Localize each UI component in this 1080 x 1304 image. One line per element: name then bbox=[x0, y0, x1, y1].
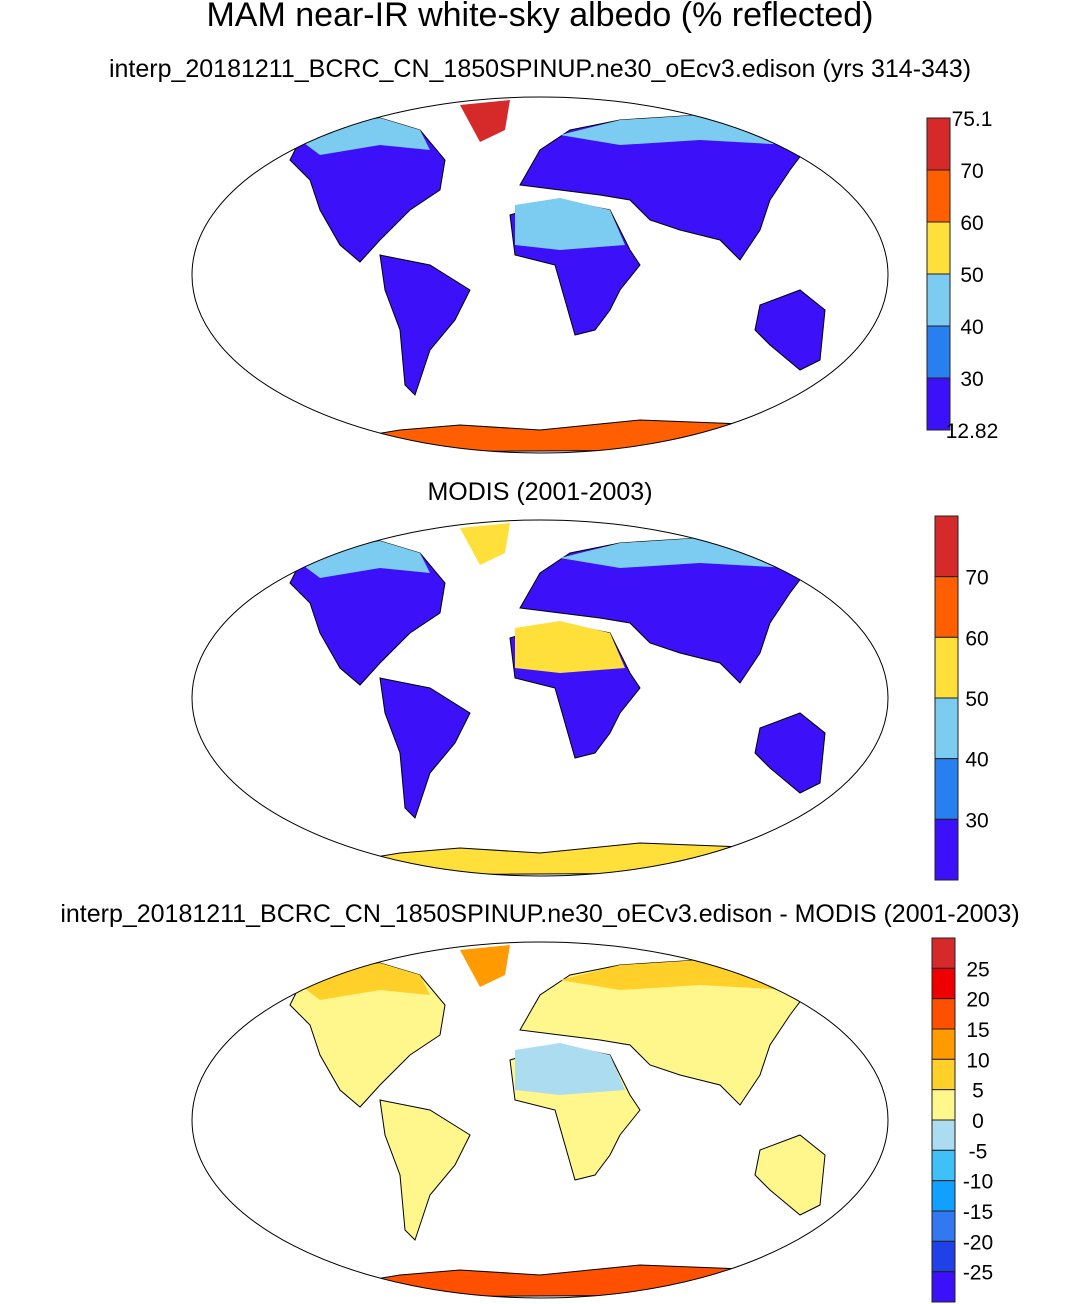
colorbar-2: 70 60 50 40 30 bbox=[934, 515, 989, 881]
colorbar-bin bbox=[931, 1149, 956, 1182]
greenland-region bbox=[460, 100, 510, 142]
colorbar-bin bbox=[931, 1210, 956, 1242]
map-outline bbox=[191, 96, 889, 454]
colorbar-label: 60 bbox=[965, 627, 988, 650]
australia-region bbox=[754, 289, 826, 371]
colorbar-bin bbox=[931, 1119, 956, 1151]
map-outline bbox=[191, 941, 889, 1299]
colorbar-bin bbox=[934, 515, 959, 578]
map-panel-2 bbox=[191, 519, 889, 877]
map-outline bbox=[191, 519, 889, 877]
desert-region bbox=[515, 1043, 625, 1095]
colorbar-3: 25 20 15 10 5 0 -5 -10 -15 -20 -25 bbox=[931, 937, 993, 1303]
colorbar-label: -5 bbox=[969, 1140, 988, 1163]
colorbar-label: 15 bbox=[966, 1019, 989, 1042]
colorbar-label: -20 bbox=[963, 1231, 993, 1254]
panel-3-subtitle: interp_20181211_BCRC_CN_1850SPINUP.ne30_… bbox=[60, 900, 1020, 928]
colorbar-bin bbox=[934, 818, 959, 881]
arctic2-region bbox=[560, 115, 790, 145]
colorbar-bin bbox=[931, 1180, 956, 1212]
colorbar-bin bbox=[931, 1271, 956, 1303]
colorbar-label: 30 bbox=[965, 809, 988, 832]
australia-region bbox=[754, 1134, 826, 1216]
colorbar-label: 40 bbox=[960, 316, 983, 339]
antarctica-region bbox=[339, 842, 772, 876]
colorbar-label: -25 bbox=[963, 1262, 993, 1285]
colorbar-bin bbox=[926, 117, 951, 171]
colorbar-bin bbox=[926, 169, 951, 223]
colorbar-label: 70 bbox=[960, 160, 983, 183]
southamerica-region bbox=[379, 254, 471, 396]
colorbar-label: 5 bbox=[972, 1080, 984, 1103]
panel-2-subtitle: MODIS (2001-2003) bbox=[427, 478, 653, 506]
australia-region bbox=[754, 712, 826, 794]
colorbar-1: 75.1 70 60 50 40 30 12.82 bbox=[926, 108, 999, 443]
antarctica-region bbox=[339, 1264, 772, 1298]
colorbar-label: -15 bbox=[963, 1201, 993, 1224]
colorbar-label: -10 bbox=[963, 1171, 993, 1194]
colorbar-bin bbox=[926, 377, 951, 431]
map-panel-3 bbox=[191, 941, 889, 1299]
colorbar-bin bbox=[931, 998, 956, 1030]
arctic2-region bbox=[560, 960, 790, 990]
colorbar-label: 10 bbox=[966, 1049, 989, 1072]
figure-title: MAM near-IR white-sky albedo (% reflecte… bbox=[206, 0, 874, 34]
colorbar-bin bbox=[926, 325, 951, 379]
colorbar-bin bbox=[931, 937, 956, 969]
desert-region bbox=[515, 621, 625, 673]
colorbar-label: 50 bbox=[960, 264, 983, 287]
southamerica-region bbox=[379, 677, 471, 819]
colorbar-label: 60 bbox=[960, 212, 983, 235]
colorbar-label: 70 bbox=[965, 567, 988, 590]
colorbar-bin bbox=[934, 576, 959, 638]
colorbar-bin bbox=[934, 758, 959, 820]
antarctica-region bbox=[339, 419, 772, 453]
arctic2-region bbox=[560, 538, 790, 568]
colorbar-bin bbox=[926, 273, 951, 327]
colorbar-bin bbox=[931, 1028, 956, 1060]
colorbar-bin bbox=[931, 1240, 956, 1273]
colorbar-bin bbox=[931, 1058, 956, 1091]
colorbar-bin bbox=[934, 636, 959, 699]
greenland-region bbox=[460, 945, 510, 987]
colorbar-bin bbox=[931, 967, 956, 1000]
panel-1-subtitle: interp_20181211_BCRC_CN_1850SPINUP.ne30_… bbox=[108, 55, 972, 83]
southamerica-region bbox=[379, 1099, 471, 1241]
colorbar-label: 40 bbox=[965, 749, 988, 772]
colorbar-label: 20 bbox=[966, 989, 989, 1012]
colorbar-bin bbox=[934, 697, 959, 760]
colorbar-label: 0 bbox=[972, 1110, 984, 1133]
colorbar-label: 25 bbox=[966, 958, 989, 981]
colorbar-label: 12.82 bbox=[946, 420, 999, 443]
colorbar-bin bbox=[931, 1089, 956, 1121]
colorbar-bin bbox=[926, 221, 951, 275]
colorbar-label: 30 bbox=[960, 368, 983, 391]
greenland-region bbox=[460, 523, 510, 565]
desert-region bbox=[515, 198, 625, 250]
colorbar-label: 50 bbox=[965, 688, 988, 711]
map-panel-1 bbox=[191, 96, 889, 454]
colorbar-label: 75.1 bbox=[952, 108, 993, 131]
